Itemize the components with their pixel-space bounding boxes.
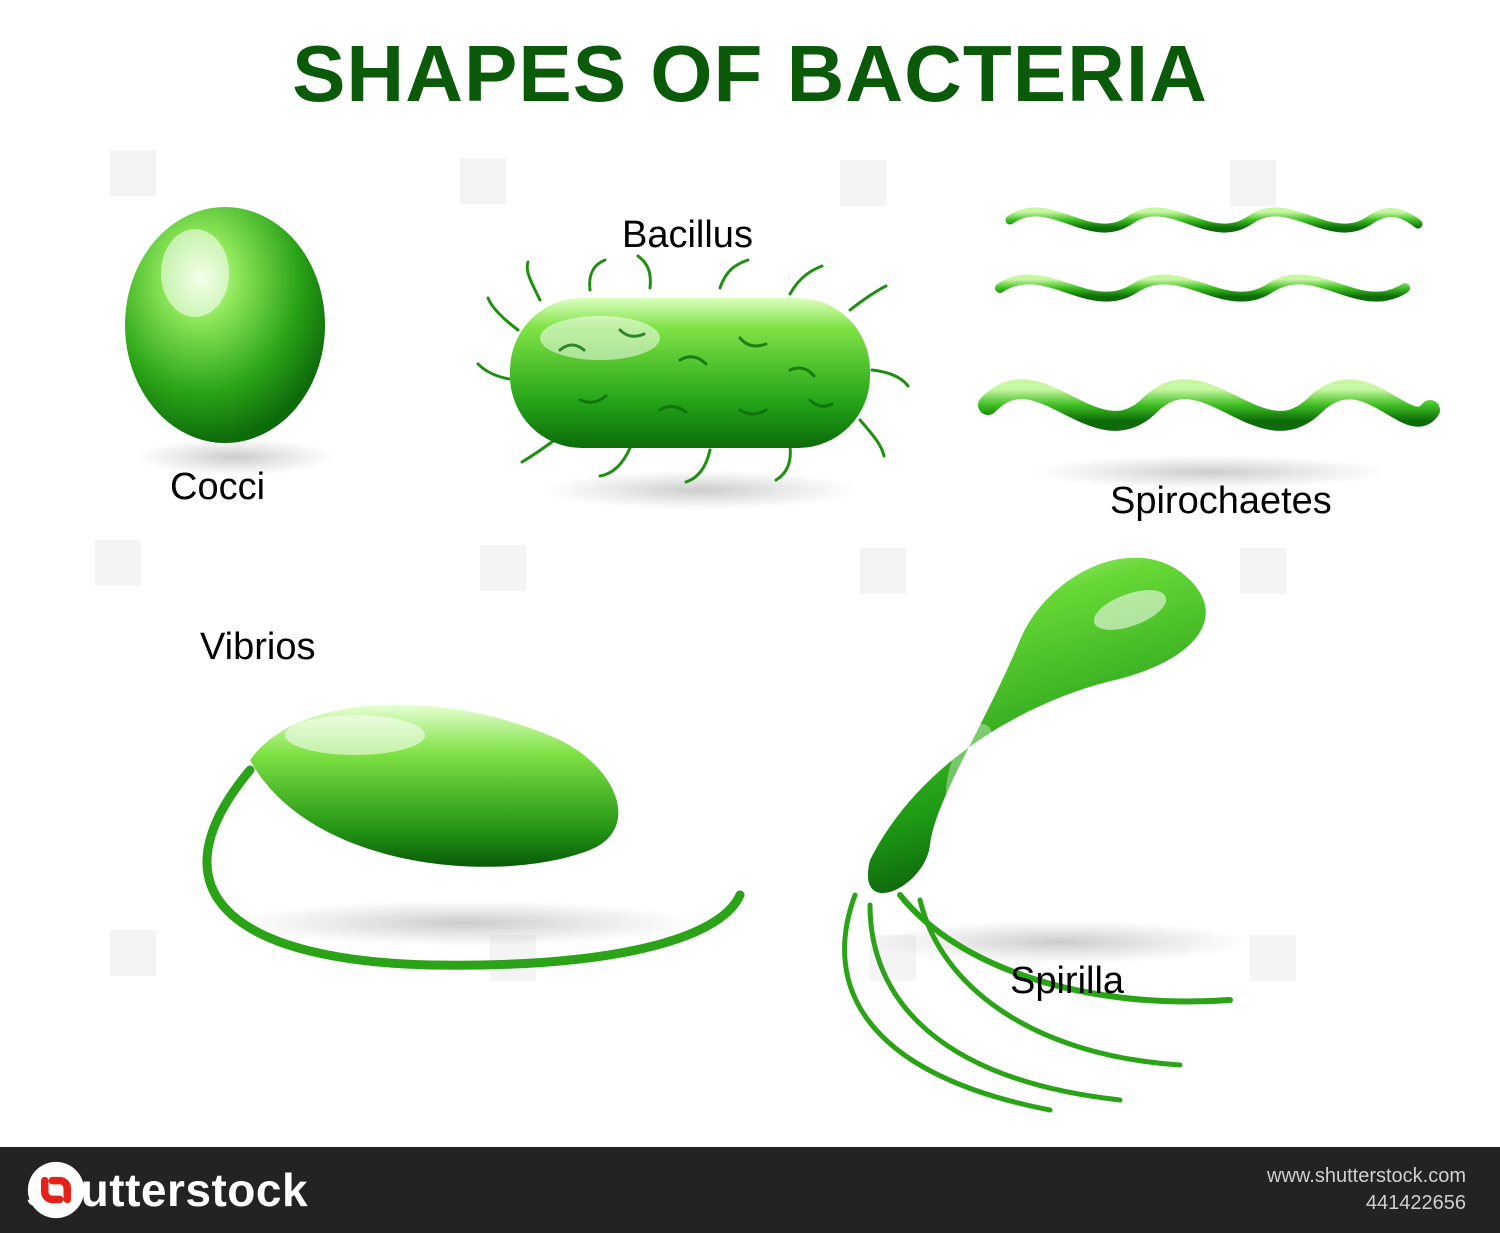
stock-footer: shutterstock www.shutterstock.com 441422…	[0, 1147, 1500, 1233]
bacillus-label: Bacillus	[622, 214, 753, 257]
footer-domain: www.shutterstock.com	[1267, 1163, 1466, 1190]
cocci-shape	[110, 195, 350, 455]
spirochaetes-shape	[960, 180, 1440, 480]
spirilla-shape	[800, 540, 1360, 1140]
diagram-title: SHAPES OF BACTERIA	[292, 28, 1208, 120]
footer-right: www.shutterstock.com 441422656	[1267, 1163, 1466, 1217]
brand: shutterstock	[26, 1163, 308, 1217]
spirochaetes-label: Spirochaetes	[1110, 480, 1332, 523]
spirilla-label: Spirilla	[1010, 960, 1124, 1003]
vibrios-shape	[110, 640, 770, 1000]
bacillus-shape	[470, 260, 910, 490]
brand-logo-icon	[26, 1160, 86, 1220]
footer-id: 441422656	[1267, 1190, 1466, 1217]
vibrios-label: Vibrios	[200, 626, 315, 669]
cocci-label: Cocci	[170, 466, 265, 509]
